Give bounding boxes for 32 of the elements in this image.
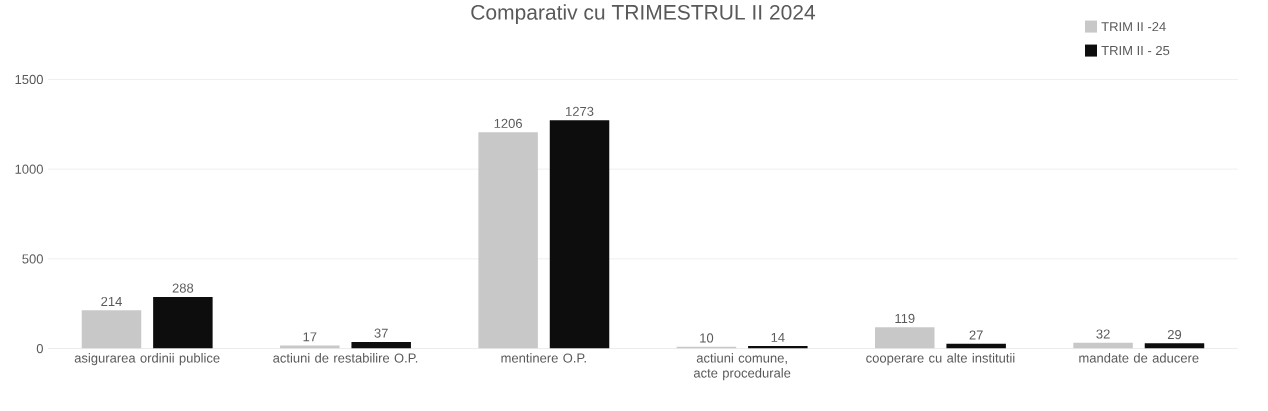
data-label: 32 <box>1096 329 1110 339</box>
data-label: 14 <box>771 333 785 343</box>
data-label: 288 <box>172 283 194 293</box>
legend-label: TRIM II - 25 <box>1101 46 1170 56</box>
bar <box>478 132 538 349</box>
y-tick-label: 1000 <box>15 164 43 174</box>
y-tick-label: 500 <box>22 254 43 264</box>
data-label: 10 <box>700 333 714 343</box>
bar <box>1144 343 1205 349</box>
y-tick-label: 1500 <box>15 75 43 85</box>
x-tick-label: actiuni de restabilire O.P. <box>273 353 418 363</box>
data-label: 1206 <box>494 119 522 129</box>
bar <box>81 310 142 349</box>
data-label: 214 <box>101 297 122 307</box>
data-label: 119 <box>895 314 915 324</box>
y-tick-label: 0 <box>36 344 43 354</box>
x-tick-label: asigurarea ordinii publice <box>74 353 220 366</box>
legend-label: TRIM II -24 <box>1101 22 1166 32</box>
bar <box>875 327 935 349</box>
chart-title: Comparativ cu TRIMESTRUL II 2024 <box>471 4 816 25</box>
bar <box>153 297 213 349</box>
bar <box>351 342 411 349</box>
x-tick-label: mentinere O.P. <box>501 353 586 363</box>
data-label: 37 <box>374 328 388 338</box>
x-tick-label: cooperare cu alte institutii <box>866 353 1015 366</box>
bar <box>549 120 610 349</box>
data-label: 17 <box>303 332 317 342</box>
data-label: 27 <box>969 330 983 340</box>
x-tick-label: mandate de aducere <box>1079 353 1199 363</box>
data-label: 1273 <box>566 106 594 117</box>
data-label: 29 <box>1167 330 1182 340</box>
x-tick-label: actiuni comune, acte procedurale <box>693 353 791 381</box>
